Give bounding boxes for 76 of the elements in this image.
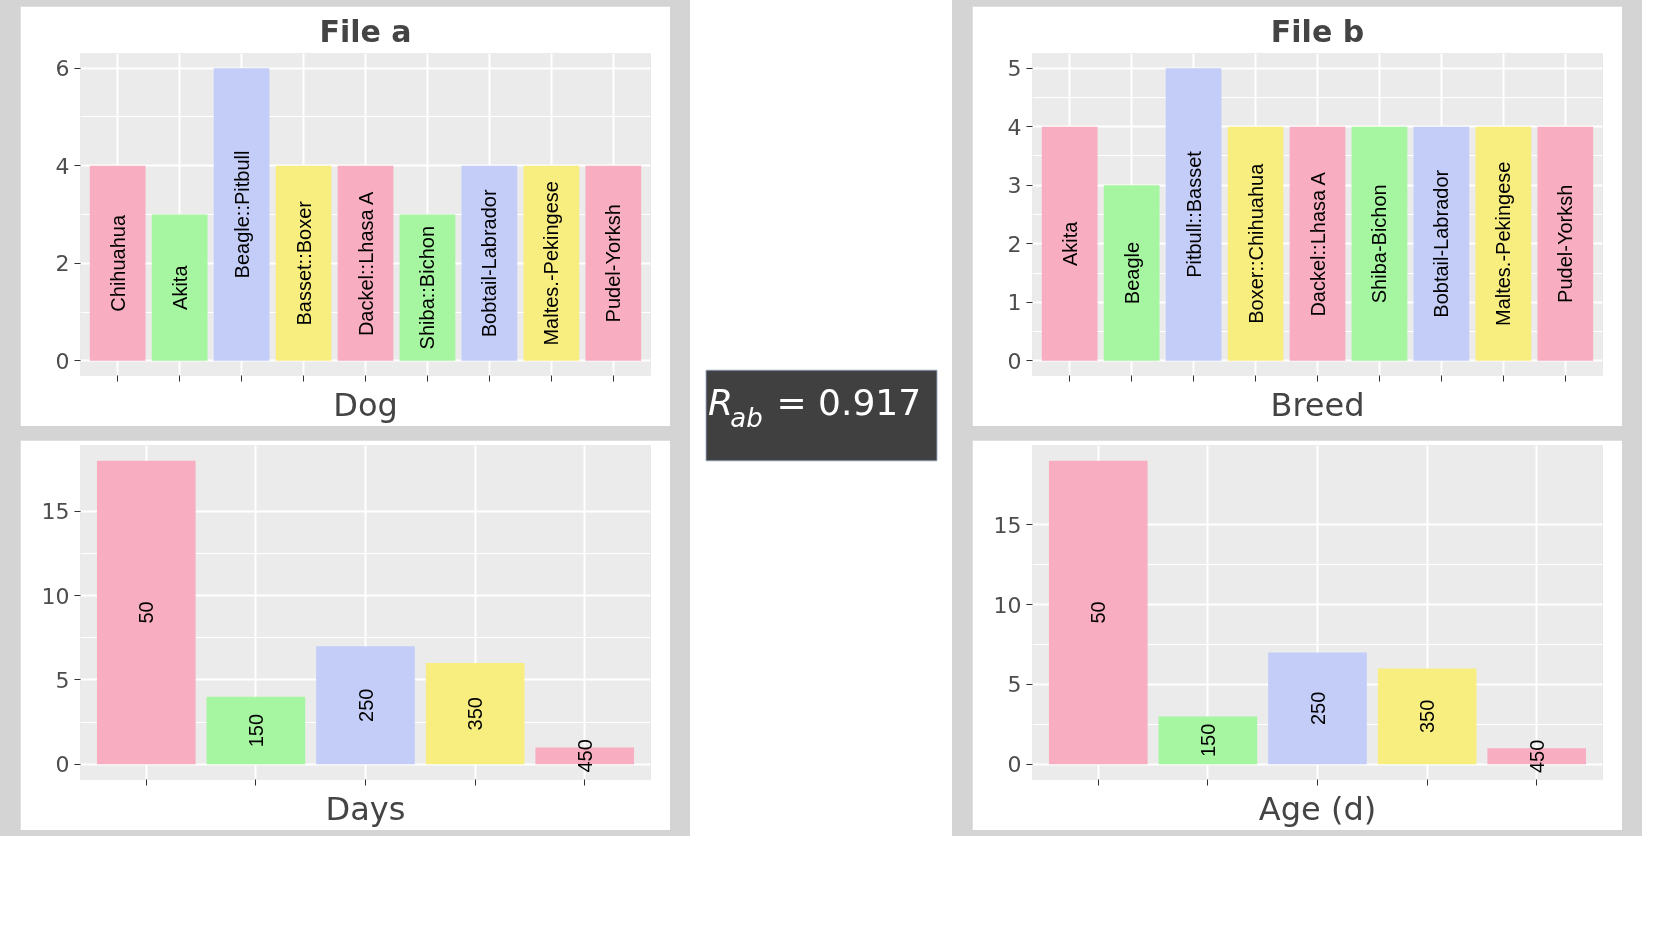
y-tick-label: 0	[55, 752, 70, 778]
y-tick-label: 0	[55, 348, 70, 374]
y-tick-label: 2	[55, 251, 70, 277]
x-tick-label: 150	[244, 713, 267, 748]
y-tick-label: 4	[1007, 114, 1022, 140]
bar	[1475, 126, 1532, 361]
bar	[425, 663, 525, 765]
category-label: Shiba-Bichon	[1368, 184, 1391, 304]
bar	[275, 165, 332, 361]
x-tick-label: 350	[464, 697, 487, 731]
category-label: Pudel-Yorksh	[1554, 184, 1577, 303]
x-tick-label: 250	[354, 688, 377, 722]
y-tick-label: 3	[1007, 173, 1022, 199]
x-tick-label: 250	[1306, 691, 1329, 726]
bar	[523, 165, 580, 361]
bar	[337, 165, 394, 361]
y-tick-label: 0	[1007, 348, 1022, 374]
bar	[1537, 126, 1594, 361]
y-tick-label: 10	[993, 592, 1022, 618]
y-tick-label: 1	[1007, 290, 1022, 316]
bar	[1268, 652, 1367, 765]
chart-title: File b	[1270, 13, 1365, 49]
y-tick-label: 15	[41, 499, 70, 525]
category-label: Bobtail-Labrador	[478, 189, 501, 338]
category-label: Shiba::Bichon	[416, 225, 439, 350]
category-label: Dackel::Lhasa A	[354, 191, 377, 337]
y-tick-label: 0	[1007, 752, 1022, 778]
category-label: Akita	[168, 265, 191, 310]
x-tick-label: 50	[1087, 601, 1110, 624]
x-tick-label: 150	[1196, 723, 1219, 758]
category-label: Pudel-Yorksh	[602, 204, 625, 323]
bar	[1165, 68, 1222, 361]
bar	[206, 696, 306, 765]
x-tick-label: 450	[573, 739, 596, 773]
y-tick-label: 2	[1007, 231, 1022, 257]
category-label: Beagle::Pitbull	[230, 150, 253, 279]
bar	[1413, 126, 1470, 361]
x-tick-label: 50	[135, 601, 158, 624]
bar	[1377, 668, 1477, 765]
category-label: Bobtail-Labrador	[1430, 169, 1453, 318]
category-label: Chihuahua	[106, 214, 129, 312]
bar	[89, 165, 146, 361]
bar	[1289, 126, 1346, 361]
x-axis-title: Breed	[1270, 385, 1365, 424]
y-tick-label: 4	[55, 153, 70, 179]
category-label: Maltes.-Pekingese	[540, 181, 563, 346]
y-tick-label: 6	[55, 56, 70, 82]
x-axis-title: Days	[325, 789, 406, 828]
y-tick-label: 5	[1007, 672, 1022, 698]
bar	[213, 68, 270, 361]
bar	[1158, 716, 1258, 765]
bar	[1351, 126, 1408, 361]
x-axis-title: Dog	[333, 385, 398, 424]
bar	[96, 460, 196, 765]
bar	[1041, 126, 1098, 361]
category-label: Akita	[1058, 221, 1081, 266]
y-tick-label: 5	[55, 667, 70, 693]
x-tick-label: 450	[1525, 739, 1548, 774]
bar	[1103, 185, 1160, 361]
bar	[1227, 126, 1284, 361]
chart-title: File a	[319, 13, 412, 49]
bar	[151, 214, 208, 361]
x-tick-label: 350	[1416, 699, 1439, 734]
category-label: Basset::Boxer	[292, 201, 315, 326]
category-label: Beagle	[1120, 241, 1143, 305]
bar	[316, 646, 415, 765]
category-label: Pitbull::Basset	[1182, 151, 1205, 278]
y-tick-label: 10	[41, 583, 70, 609]
category-label: Maltes.-Pekingese	[1492, 161, 1515, 327]
bar	[1048, 460, 1148, 765]
y-tick-label: 15	[993, 512, 1022, 538]
x-axis-title: Age (d)	[1258, 789, 1377, 828]
category-label: Boxer::Chihuahua	[1244, 163, 1267, 324]
y-tick-label: 5	[1007, 56, 1022, 82]
bar	[585, 165, 642, 361]
category-label: Dackel::Lhasa A	[1306, 172, 1329, 317]
